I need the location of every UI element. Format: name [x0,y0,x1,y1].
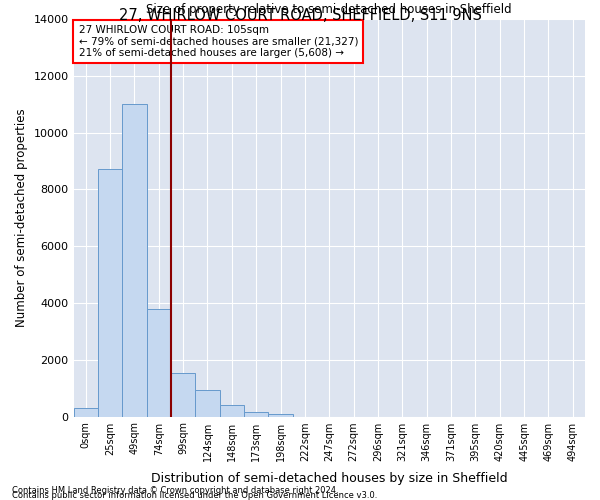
Bar [244,412,268,416]
Title: Size of property relative to semi-detached houses in Sheffield: Size of property relative to semi-detach… [146,4,512,16]
Bar [122,104,146,416]
Text: Contains public sector information licensed under the Open Government Licence v3: Contains public sector information licen… [12,491,377,500]
Text: 27, WHIRLOW COURT ROAD, SHEFFIELD, S11 9NS: 27, WHIRLOW COURT ROAD, SHEFFIELD, S11 9… [119,8,481,22]
Y-axis label: Number of semi-detached properties: Number of semi-detached properties [15,108,28,327]
Bar [98,170,122,416]
Bar [196,390,220,416]
Bar [220,405,244,416]
Bar [171,372,196,416]
Text: 27 WHIRLOW COURT ROAD: 105sqm
← 79% of semi-detached houses are smaller (21,327): 27 WHIRLOW COURT ROAD: 105sqm ← 79% of s… [79,25,358,58]
Bar [146,308,171,416]
Text: Contains HM Land Registry data © Crown copyright and database right 2024.: Contains HM Land Registry data © Crown c… [12,486,338,495]
X-axis label: Distribution of semi-detached houses by size in Sheffield: Distribution of semi-detached houses by … [151,472,508,485]
Bar [74,408,98,416]
Bar [268,414,293,416]
